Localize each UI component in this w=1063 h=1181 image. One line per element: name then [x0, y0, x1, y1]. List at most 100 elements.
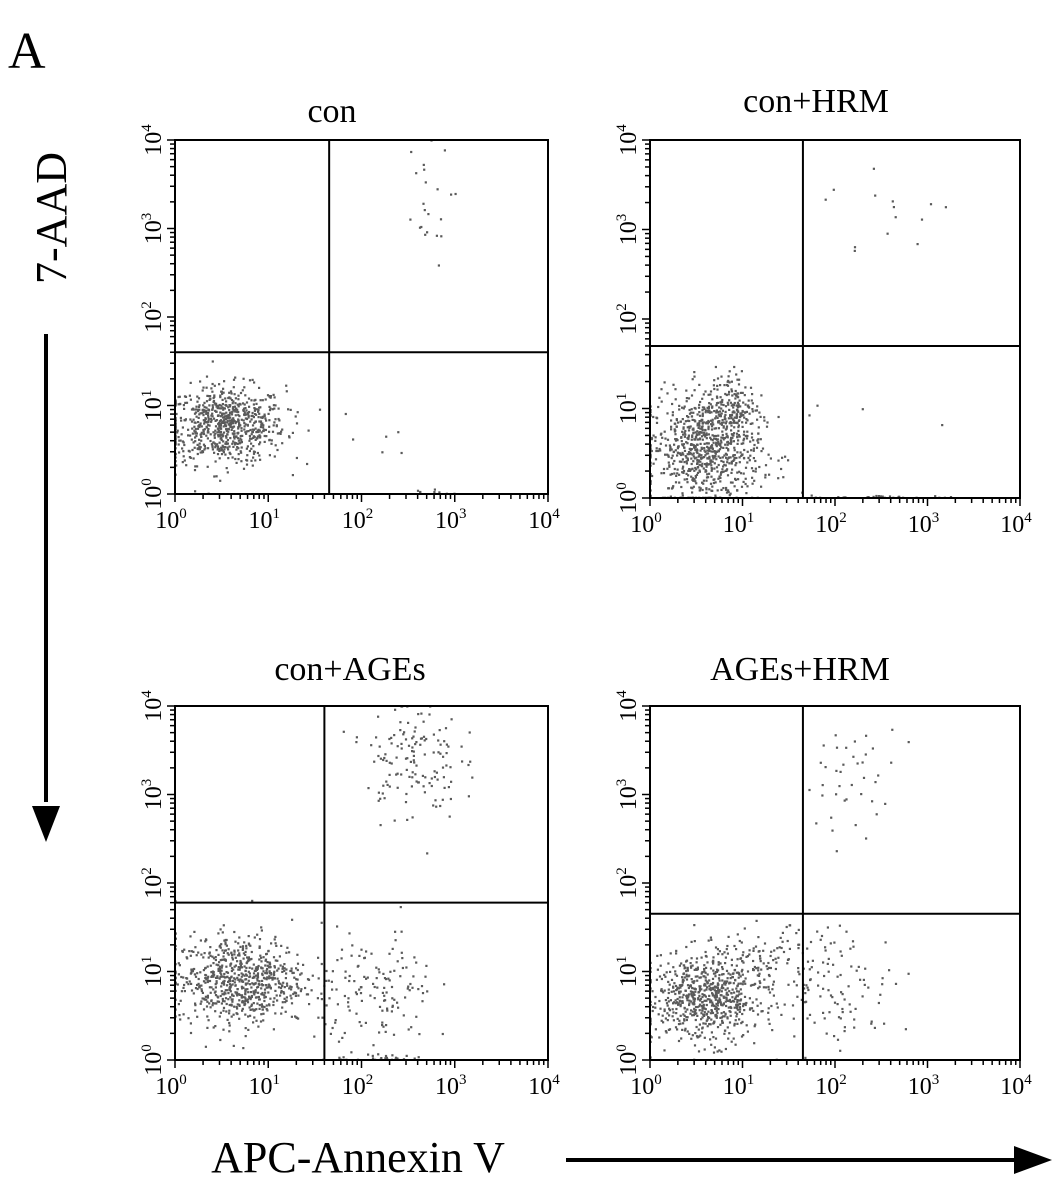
event-dot: [773, 949, 776, 952]
event-dot: [229, 397, 232, 400]
event-dot: [673, 443, 676, 446]
event-dot: [263, 996, 266, 999]
event-dot: [726, 1026, 729, 1029]
event-dot: [683, 967, 686, 970]
event-dot: [722, 487, 725, 490]
event-dot: [714, 998, 717, 1001]
event-dot: [706, 961, 709, 964]
event-dot: [797, 967, 800, 970]
event-dot: [225, 430, 228, 433]
event-dot: [685, 994, 688, 997]
event-dot: [727, 448, 730, 451]
event-dot: [705, 465, 708, 468]
event-dot: [767, 961, 770, 965]
event-dot: [691, 418, 694, 421]
event-dot: [842, 763, 845, 766]
event-dot: [377, 968, 380, 971]
event-dot: [385, 1057, 388, 1060]
event-dot: [242, 986, 245, 989]
event-dot: [675, 989, 678, 992]
event-dot: [194, 436, 197, 439]
event-dot: [699, 464, 702, 467]
event-dot: [336, 959, 339, 962]
event-dot: [260, 929, 263, 932]
event-dot: [677, 1003, 680, 1006]
event-dot: [365, 977, 368, 980]
event-dot: [726, 987, 729, 990]
event-dot: [231, 442, 234, 445]
event-dot: [727, 1006, 730, 1009]
event-dot: [406, 757, 409, 760]
event-dot: [237, 978, 240, 981]
event-dot: [281, 967, 284, 970]
event-dot: [824, 198, 827, 201]
event-dot: [686, 426, 689, 429]
event-dot: [252, 963, 255, 966]
event-dot: [727, 491, 730, 494]
event-dot: [669, 447, 672, 450]
event-dot: [686, 1016, 689, 1019]
event-dot: [676, 451, 679, 454]
event-dot: [404, 996, 407, 999]
event-dot: [268, 395, 271, 398]
event-dot: [467, 763, 470, 767]
event-dot: [692, 460, 695, 463]
event-dot: [741, 983, 744, 986]
event-dot: [203, 448, 206, 451]
event-dot: [692, 485, 695, 488]
event-dot: [854, 1007, 857, 1010]
event-dot: [693, 987, 696, 990]
event-dot: [268, 962, 271, 965]
event-dot: [291, 918, 294, 921]
event-dot: [239, 966, 242, 969]
event-dot: [853, 246, 857, 249]
event-dot: [683, 1014, 686, 1017]
event-dot: [717, 961, 720, 964]
event-dot: [728, 381, 731, 384]
event-dot: [757, 432, 760, 435]
event-dot: [757, 966, 760, 969]
event-dot: [271, 408, 274, 411]
event-dot: [722, 421, 725, 424]
event-dot: [415, 780, 418, 783]
event-dot: [220, 449, 223, 452]
event-dot: [253, 409, 256, 412]
y-tick-label: 100: [139, 1044, 167, 1076]
event-dot: [258, 945, 261, 948]
event-dot: [422, 785, 425, 788]
event-dot: [798, 973, 801, 976]
event-dot: [767, 1011, 770, 1014]
event-dot: [235, 435, 238, 438]
event-dot: [714, 427, 718, 430]
event-dot: [424, 181, 427, 184]
event-dot: [740, 485, 744, 488]
event-dot: [399, 729, 402, 732]
event-dot: [749, 984, 753, 987]
event-dot: [225, 428, 229, 431]
event-dot: [240, 972, 243, 975]
event-dot: [294, 991, 297, 994]
event-dot: [244, 990, 247, 993]
event-dot: [189, 935, 192, 938]
event-dot: [730, 438, 733, 441]
event-dot: [667, 991, 670, 995]
event-dot: [717, 477, 720, 480]
event-dot: [861, 995, 864, 998]
event-dot: [211, 1002, 215, 1005]
event-dot: [270, 442, 273, 445]
event-dot: [715, 415, 718, 418]
event-dot: [392, 1033, 396, 1036]
event-dot: [683, 1029, 687, 1032]
event-dot: [219, 419, 223, 422]
event-dot: [734, 997, 737, 1000]
event-dot: [745, 492, 748, 495]
event-dot: [233, 430, 236, 433]
event-dot: [725, 427, 728, 430]
event-dot: [788, 947, 791, 950]
event-dot: [695, 468, 698, 471]
event-dot: [851, 940, 855, 943]
event-dot: [217, 435, 220, 438]
event-dot: [715, 1007, 718, 1010]
event-dot: [758, 465, 761, 469]
event-dot: [269, 997, 272, 1000]
